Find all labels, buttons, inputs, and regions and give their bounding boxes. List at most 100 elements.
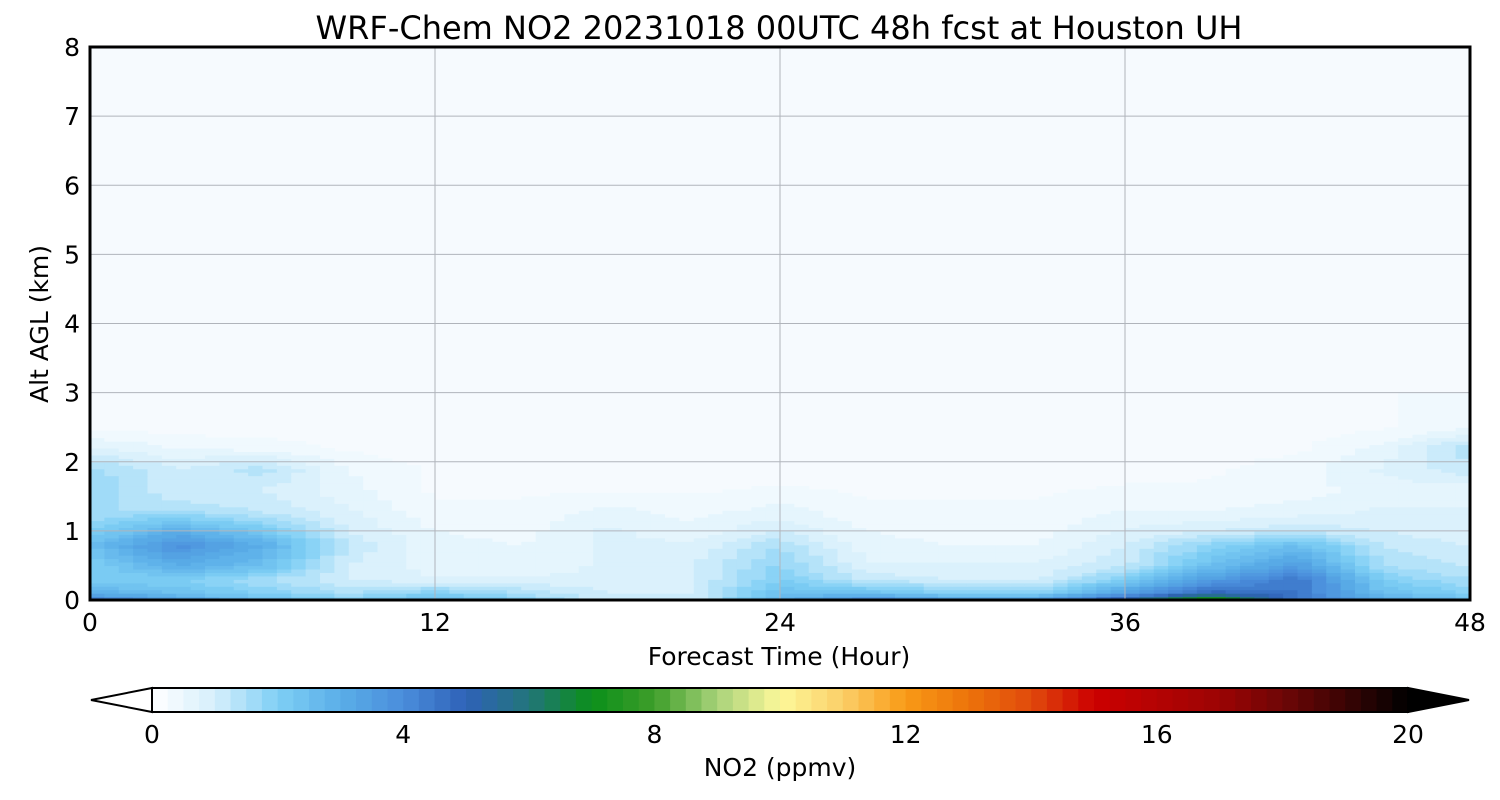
heatmap-cell xyxy=(104,523,120,529)
heatmap-cell xyxy=(1024,548,1040,553)
heatmap-cell xyxy=(1125,517,1140,522)
heatmap-cell xyxy=(593,513,609,518)
heatmap-cell xyxy=(205,454,220,459)
heatmap-cell xyxy=(650,589,666,594)
heatmap-cell xyxy=(1311,572,1327,577)
heatmap-cell xyxy=(334,479,350,484)
heatmap-cell xyxy=(147,527,163,532)
heatmap-cell xyxy=(320,468,335,473)
heatmap-cell xyxy=(233,468,249,473)
heatmap-cell xyxy=(535,572,551,577)
heatmap-cell xyxy=(1139,520,1155,525)
heatmap-cell xyxy=(909,551,925,556)
heatmap-cell xyxy=(1196,558,1212,563)
heatmap-cell xyxy=(1355,506,1370,511)
heatmap-cell xyxy=(751,503,767,508)
heatmap-cell xyxy=(880,555,896,560)
heatmap-cell xyxy=(262,489,278,494)
heatmap-cell xyxy=(233,444,249,449)
heatmap-cell xyxy=(1383,499,1399,504)
heatmap-cell xyxy=(823,544,839,549)
heatmap-cell xyxy=(176,530,192,535)
heatmap-cell xyxy=(363,458,379,463)
heatmap-cell xyxy=(1340,468,1356,473)
colorbar-bin xyxy=(811,688,828,712)
heatmap-cell xyxy=(736,492,752,497)
heatmap-cell xyxy=(909,582,925,587)
heatmap-cell xyxy=(995,534,1011,539)
heatmap-cell xyxy=(1254,458,1270,463)
heatmap-cell xyxy=(780,565,795,570)
heatmap-cell xyxy=(665,503,680,508)
heatmap-cell xyxy=(693,568,709,573)
heatmap-cell xyxy=(909,561,925,567)
heatmap-cell xyxy=(550,492,565,497)
heatmap-cell xyxy=(564,499,580,504)
heatmap-cell xyxy=(1225,496,1241,501)
heatmap-cell xyxy=(578,492,594,497)
heatmap-cell xyxy=(1441,420,1457,425)
heatmap-cell xyxy=(1153,551,1169,556)
heatmap-cell xyxy=(1441,537,1457,542)
heatmap-cell xyxy=(981,589,997,594)
heatmap-cell xyxy=(866,561,882,567)
heatmap-cell xyxy=(176,520,192,525)
heatmap-cell xyxy=(1441,423,1457,428)
heatmap-cell xyxy=(1139,482,1155,487)
heatmap-cell xyxy=(636,555,652,560)
heatmap-cell xyxy=(837,551,853,556)
heatmap-cell xyxy=(895,551,910,556)
heatmap-cell xyxy=(1096,537,1112,542)
heatmap-cell xyxy=(837,548,853,553)
heatmap-cell xyxy=(808,561,824,567)
heatmap-cell xyxy=(794,513,810,518)
heatmap-cell xyxy=(780,555,795,560)
heatmap-cell xyxy=(478,561,494,567)
heatmap-cell xyxy=(219,558,235,563)
heatmap-cell xyxy=(391,499,407,504)
heatmap-cell xyxy=(478,575,494,580)
heatmap-cell xyxy=(248,558,264,563)
heatmap-cell xyxy=(895,579,910,584)
heatmap-cell xyxy=(1340,544,1356,549)
heatmap-cell xyxy=(291,530,307,535)
heatmap-cell xyxy=(363,572,379,577)
heatmap-cell xyxy=(133,541,149,546)
heatmap-cell xyxy=(550,551,565,556)
heatmap-cell xyxy=(90,593,105,598)
colorbar-bin xyxy=(152,688,169,712)
heatmap-cell xyxy=(578,555,594,560)
heatmap-cell xyxy=(176,475,192,480)
heatmap-cell xyxy=(521,586,537,591)
heatmap-cell xyxy=(1326,565,1342,570)
heatmap-cell xyxy=(104,441,120,446)
heatmap-cell xyxy=(1383,468,1399,473)
heatmap-cell xyxy=(305,589,321,594)
heatmap-cell xyxy=(190,530,206,535)
heatmap-cell xyxy=(1383,427,1399,432)
heatmap-cell xyxy=(938,517,954,522)
heatmap-cell xyxy=(291,586,307,591)
heatmap-cell xyxy=(1268,492,1284,497)
heatmap-cell xyxy=(1067,496,1083,501)
heatmap-cell xyxy=(1441,458,1457,463)
heatmap-cell xyxy=(348,544,364,549)
heatmap-cell xyxy=(147,513,163,518)
heatmap-cell xyxy=(233,534,249,539)
heatmap-cell xyxy=(1426,530,1442,535)
heatmap-cell xyxy=(1311,458,1327,463)
heatmap-cell xyxy=(391,475,407,480)
heatmap-cell xyxy=(305,513,321,518)
heatmap-cell xyxy=(895,520,910,525)
y-tick-label: 3 xyxy=(64,379,80,408)
heatmap-cell xyxy=(1067,530,1083,535)
heatmap-cell xyxy=(1153,513,1169,518)
heatmap-cell xyxy=(291,551,307,556)
heatmap-cell xyxy=(1196,579,1212,584)
heatmap-cell xyxy=(1340,485,1356,490)
heatmap-cell xyxy=(262,555,278,560)
heatmap-cell xyxy=(420,530,436,535)
heatmap-cell xyxy=(1053,568,1069,573)
heatmap-cell xyxy=(348,575,364,580)
heatmap-cell xyxy=(578,568,594,573)
